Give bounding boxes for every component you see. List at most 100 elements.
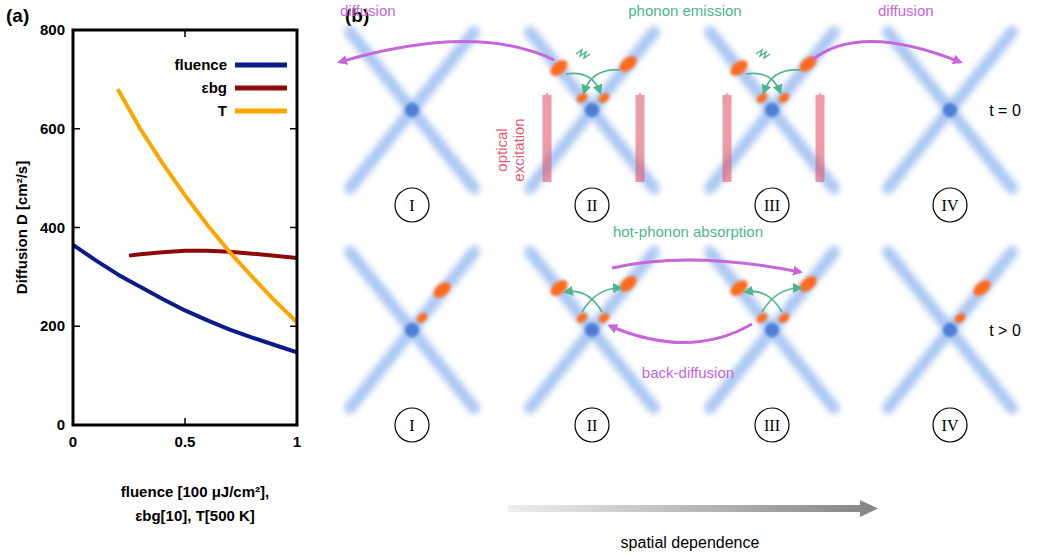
process-label: opticalexcitation <box>493 118 527 181</box>
arrow <box>566 291 602 312</box>
carrier <box>597 311 611 325</box>
arrow <box>746 291 782 312</box>
dirac-cone <box>350 252 474 408</box>
dirac-point <box>765 103 779 117</box>
x-tick-label: 1 <box>293 433 301 450</box>
cone-index: IV <box>942 197 959 214</box>
process-label: hot-phonon absorption <box>613 223 763 240</box>
y-tick-label: 800 <box>40 21 65 38</box>
cone-index-circle <box>755 188 789 222</box>
dirac-point <box>943 103 957 117</box>
cone-index-circle <box>755 408 789 442</box>
arrow <box>340 41 554 62</box>
carrier <box>575 311 589 325</box>
cone-branch <box>710 252 834 408</box>
cone-index: IV <box>942 417 959 434</box>
series-line <box>73 245 297 353</box>
y-tick-label: 200 <box>40 317 65 334</box>
dirac-point <box>405 323 419 337</box>
dirac-point <box>585 103 599 117</box>
legend-label: fluence <box>174 56 227 73</box>
cone-branch <box>530 32 654 188</box>
cone-index-circle <box>395 408 429 442</box>
plot-lines <box>73 89 297 352</box>
carrier <box>575 91 589 105</box>
cone-index: I <box>409 417 414 434</box>
carrier <box>727 57 750 79</box>
y-axis-title: Diffusion D [cm²/s] <box>13 161 30 294</box>
phonon-squiggle <box>576 50 590 58</box>
dirac-point <box>943 323 957 337</box>
y-tick-label: 600 <box>40 120 65 137</box>
cone-branch <box>350 252 474 408</box>
arrow <box>764 70 800 92</box>
cone-index-circle <box>575 408 609 442</box>
carrier <box>953 311 967 325</box>
series-line <box>129 251 297 258</box>
cone-branch <box>350 252 474 408</box>
carrier <box>430 279 453 301</box>
legend-swatch <box>235 109 287 114</box>
axis-label: spatial dependence <box>621 534 760 551</box>
carrier <box>616 273 639 295</box>
dirac-point <box>765 323 779 337</box>
y-tick-label: 400 <box>40 219 65 236</box>
excitation-arrow <box>636 95 645 182</box>
cone-branch <box>530 252 654 408</box>
legend-label: εbg <box>202 79 227 96</box>
label-line: excitation <box>510 118 527 181</box>
cone-index: II <box>587 197 598 214</box>
x-axis-title: fluence [100 μJ/cm²], <box>121 483 269 500</box>
dirac-point <box>585 323 599 337</box>
carrier <box>727 277 750 299</box>
legend-label: T <box>218 102 227 119</box>
panel-label: (a) <box>6 5 29 26</box>
figure: (a)020040060080000.51Diffusion D [cm²/s]… <box>0 0 1049 558</box>
legend-swatch <box>235 63 287 68</box>
arrow <box>582 288 620 312</box>
cone-index-circle <box>933 188 967 222</box>
carrier <box>547 277 570 299</box>
dirac-cone <box>710 252 834 408</box>
cone-branch <box>710 32 834 188</box>
process-label: diffusion <box>878 2 934 19</box>
arrow <box>612 260 800 272</box>
phonon-squiggle <box>756 50 770 58</box>
dirac-cone <box>530 252 654 408</box>
carrier <box>796 273 819 295</box>
process-label: back-diffusion <box>642 364 734 381</box>
carrier <box>547 57 570 79</box>
time-label: t > 0 <box>989 322 1021 339</box>
cone-index: III <box>764 417 780 434</box>
cone-branch <box>710 252 834 408</box>
cone-index: II <box>587 417 598 434</box>
plot-frame <box>73 30 297 425</box>
spatial-axis-head <box>860 500 878 517</box>
cone-index-circle <box>575 188 609 222</box>
dirac-point <box>405 103 419 117</box>
excitation-arrow <box>543 95 552 182</box>
x-tick-label: 0.5 <box>175 433 196 450</box>
carrier <box>597 91 611 105</box>
spatial-axis <box>508 505 863 512</box>
series-line <box>118 89 297 322</box>
carrier <box>777 91 791 105</box>
y-tick-label: 0 <box>57 416 65 433</box>
cone-branch <box>710 32 834 188</box>
excitation-arrow <box>816 95 825 182</box>
legend-swatch <box>235 86 287 91</box>
label-line: optical <box>493 128 510 171</box>
carrier <box>970 277 993 299</box>
time-label: t = 0 <box>989 102 1021 119</box>
arrow <box>762 288 800 312</box>
cone-index-circle <box>933 408 967 442</box>
cone-index: I <box>409 197 414 214</box>
carrier <box>755 91 769 105</box>
cone-index: III <box>764 197 780 214</box>
arrow <box>812 41 960 62</box>
process-label: diffusion <box>340 2 396 19</box>
dirac-cone <box>530 32 654 188</box>
carrier <box>755 311 769 325</box>
carrier <box>777 311 791 325</box>
cone-branch <box>530 252 654 408</box>
